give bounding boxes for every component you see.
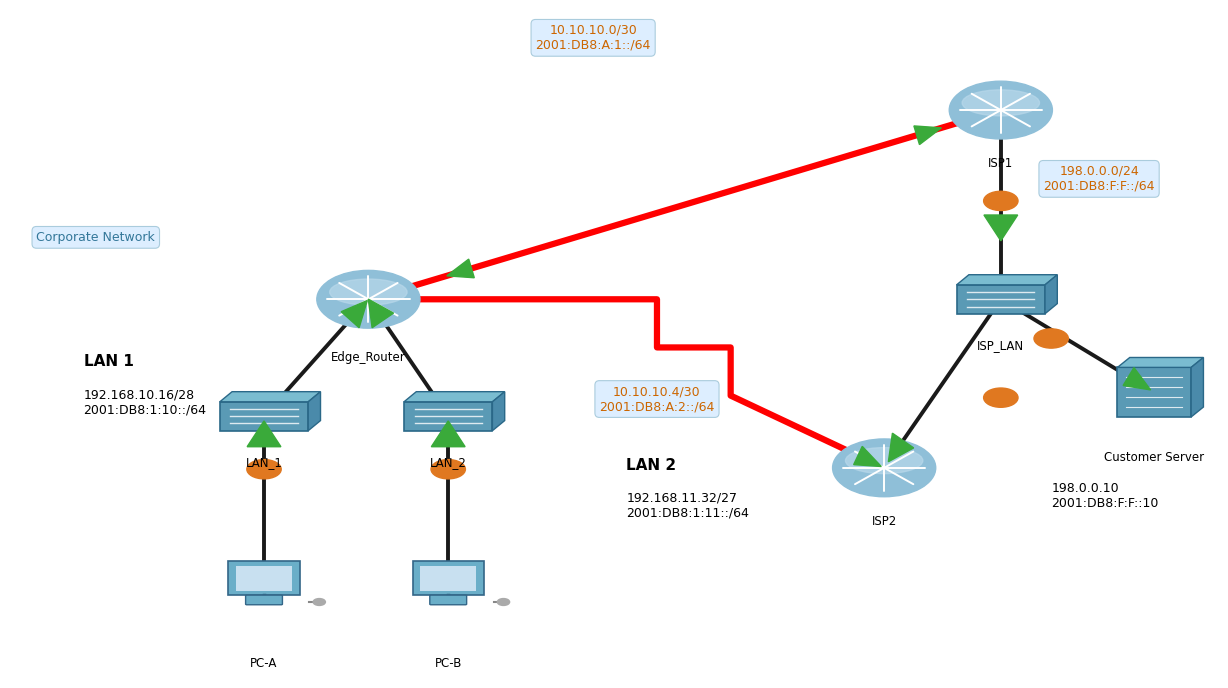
Circle shape bbox=[949, 81, 1052, 139]
Circle shape bbox=[984, 191, 1018, 211]
Text: 10.10.10.0/30
2001:DB8:A:1::/64: 10.10.10.0/30 2001:DB8:A:1::/64 bbox=[535, 24, 651, 52]
Polygon shape bbox=[1191, 358, 1203, 417]
Ellipse shape bbox=[845, 448, 923, 473]
Text: PC-A: PC-A bbox=[251, 657, 278, 670]
FancyBboxPatch shape bbox=[404, 402, 492, 431]
Circle shape bbox=[833, 439, 936, 497]
Circle shape bbox=[313, 599, 325, 605]
Text: Corporate Network: Corporate Network bbox=[37, 231, 155, 244]
Circle shape bbox=[984, 388, 1018, 407]
Polygon shape bbox=[341, 301, 367, 327]
Text: Edge_Router: Edge_Router bbox=[332, 351, 405, 364]
Text: 10.10.10.4/30
2001:DB8:A:2::/64: 10.10.10.4/30 2001:DB8:A:2::/64 bbox=[599, 385, 715, 413]
Circle shape bbox=[1034, 329, 1068, 348]
Text: PC-B: PC-B bbox=[435, 657, 462, 670]
FancyBboxPatch shape bbox=[430, 595, 467, 605]
Circle shape bbox=[497, 599, 510, 605]
Polygon shape bbox=[431, 421, 465, 447]
Circle shape bbox=[247, 460, 281, 479]
Text: 198.0.0.0/24
2001:DB8:F:F::/64: 198.0.0.0/24 2001:DB8:F:F::/64 bbox=[1044, 165, 1154, 193]
Circle shape bbox=[317, 270, 420, 328]
Text: 198.0.0.10
2001:DB8:F:F::10: 198.0.0.10 2001:DB8:F:F::10 bbox=[1051, 482, 1159, 510]
Polygon shape bbox=[1117, 358, 1203, 367]
Text: ISP2: ISP2 bbox=[872, 515, 896, 528]
Ellipse shape bbox=[963, 90, 1039, 116]
Text: ISP1: ISP1 bbox=[989, 157, 1013, 170]
Polygon shape bbox=[404, 391, 505, 402]
Text: Customer Server: Customer Server bbox=[1104, 451, 1205, 464]
Polygon shape bbox=[957, 275, 1057, 285]
Polygon shape bbox=[492, 391, 505, 431]
FancyBboxPatch shape bbox=[220, 402, 308, 431]
FancyBboxPatch shape bbox=[1117, 367, 1191, 417]
FancyBboxPatch shape bbox=[420, 566, 476, 591]
FancyBboxPatch shape bbox=[413, 561, 484, 595]
Polygon shape bbox=[447, 259, 474, 278]
Polygon shape bbox=[853, 447, 882, 466]
Text: LAN 1: LAN 1 bbox=[84, 354, 134, 369]
Polygon shape bbox=[368, 299, 393, 327]
Text: 192.168.11.32/27
2001:DB8:1:11::/64: 192.168.11.32/27 2001:DB8:1:11::/64 bbox=[626, 492, 749, 520]
FancyBboxPatch shape bbox=[236, 566, 292, 591]
Polygon shape bbox=[984, 215, 1018, 241]
Polygon shape bbox=[220, 391, 321, 402]
Text: LAN_1: LAN_1 bbox=[246, 456, 282, 469]
Text: LAN_2: LAN_2 bbox=[430, 456, 467, 469]
FancyBboxPatch shape bbox=[957, 285, 1045, 314]
Polygon shape bbox=[914, 126, 942, 144]
FancyBboxPatch shape bbox=[246, 595, 282, 605]
FancyBboxPatch shape bbox=[228, 561, 300, 595]
Text: ISP_LAN: ISP_LAN bbox=[977, 339, 1024, 352]
Polygon shape bbox=[1045, 275, 1057, 314]
Text: 192.168.10.16/28
2001:DB8:1:10::/64: 192.168.10.16/28 2001:DB8:1:10::/64 bbox=[84, 389, 206, 417]
Circle shape bbox=[431, 460, 465, 479]
Polygon shape bbox=[1124, 367, 1151, 390]
Ellipse shape bbox=[329, 279, 408, 305]
Polygon shape bbox=[247, 421, 281, 447]
Text: LAN 2: LAN 2 bbox=[626, 458, 677, 473]
Polygon shape bbox=[308, 391, 321, 431]
Polygon shape bbox=[888, 433, 914, 462]
